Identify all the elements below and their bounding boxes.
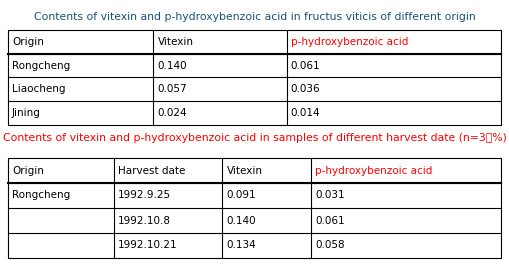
Bar bbox=[8, 158, 501, 258]
Text: Jining: Jining bbox=[12, 108, 41, 118]
Text: p-hydroxybenzoic acid: p-hydroxybenzoic acid bbox=[315, 166, 433, 176]
Text: Origin: Origin bbox=[12, 37, 44, 47]
Text: 1992.10.21: 1992.10.21 bbox=[118, 241, 178, 251]
Text: 0.031: 0.031 bbox=[315, 191, 345, 200]
Text: 1992.10.8: 1992.10.8 bbox=[118, 215, 171, 225]
Text: Vitexin: Vitexin bbox=[227, 166, 263, 176]
Bar bbox=[8, 30, 501, 125]
Text: 0.024: 0.024 bbox=[157, 108, 187, 118]
Text: 0.134: 0.134 bbox=[227, 241, 256, 251]
Text: 0.014: 0.014 bbox=[291, 108, 320, 118]
Text: 0.140: 0.140 bbox=[227, 215, 256, 225]
Text: 0.140: 0.140 bbox=[157, 61, 187, 71]
Text: 0.091: 0.091 bbox=[227, 191, 256, 200]
Text: Origin: Origin bbox=[12, 166, 44, 176]
Text: Contents of vitexin and p-hydroxybenzoic acid in samples of different harvest da: Contents of vitexin and p-hydroxybenzoic… bbox=[3, 133, 506, 143]
Text: Harvest date: Harvest date bbox=[118, 166, 185, 176]
Text: Rongcheng: Rongcheng bbox=[12, 191, 70, 200]
Text: 0.061: 0.061 bbox=[291, 61, 320, 71]
Text: 0.058: 0.058 bbox=[315, 241, 345, 251]
Text: 0.061: 0.061 bbox=[315, 215, 345, 225]
Text: Rongcheng: Rongcheng bbox=[12, 61, 70, 71]
Text: Contents of vitexin and p-hydroxybenzoic acid in fructus viticis of different or: Contents of vitexin and p-hydroxybenzoic… bbox=[34, 12, 475, 22]
Text: Vitexin: Vitexin bbox=[157, 37, 193, 47]
Text: 0.036: 0.036 bbox=[291, 84, 320, 94]
Text: 1992.9.25: 1992.9.25 bbox=[118, 191, 171, 200]
Text: 0.057: 0.057 bbox=[157, 84, 187, 94]
Text: p-hydroxybenzoic acid: p-hydroxybenzoic acid bbox=[291, 37, 408, 47]
Text: Liaocheng: Liaocheng bbox=[12, 84, 66, 94]
